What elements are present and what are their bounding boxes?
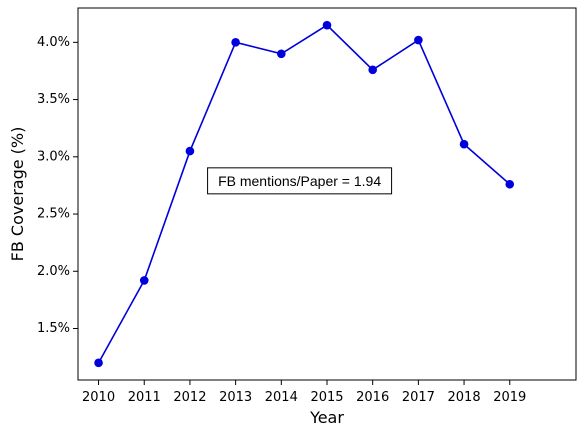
annotation: FB mentions/Paper = 1.94 [207,167,393,195]
x-tick-label: 2012 [173,390,206,405]
data-point [139,276,149,285]
x-axis-title: Year [309,408,344,427]
data-point [322,20,332,30]
x-tick-label: 2019 [493,390,526,405]
x-tick-label: 2015 [310,390,343,405]
data-point [368,65,377,75]
data-point [459,139,469,149]
x-tick-label: 2010 [82,390,115,405]
x-tick-label: 2016 [356,390,389,405]
annotation-text: FB mentions/Paper = 1.94 [218,173,381,189]
data-point [185,146,195,156]
y-axis: 1.5% 2.0% 2.5% 3.0% 3.5% 4.0% [37,35,78,336]
x-tick-label: 2017 [402,390,435,405]
data-point [505,179,515,189]
data-point [277,49,286,59]
data-point [414,35,423,45]
x-tick-label: 2018 [448,390,481,405]
y-tick-label: 3.5% [37,92,70,107]
x-tick-label: 2014 [265,390,298,405]
y-tick-label: 2.0% [37,264,70,279]
y-axis-title: FB Coverage (%) [8,127,27,262]
series-layer [94,20,515,368]
series-line [97,24,511,364]
y-tick-label: 1.5% [37,321,70,336]
data-point [94,358,103,368]
annotation-box [207,167,393,195]
y-tick-label: 4.0% [37,35,70,50]
x-tick-label: 2011 [128,390,161,405]
data-point [231,38,240,47]
x-axis: 2010 2011 2012 2013 2014 2015 2016 2017 2018 2019 [82,380,526,405]
y-tick-label: 2.5% [37,207,70,222]
x-tick-label: 2013 [219,390,252,405]
y-tick-label: 3.0% [37,149,70,164]
